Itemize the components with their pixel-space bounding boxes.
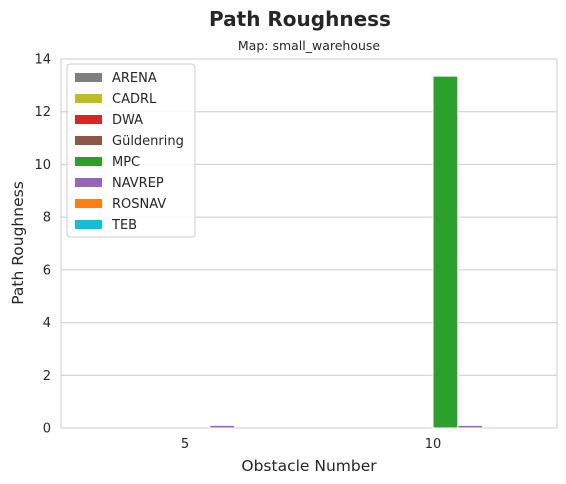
- legend-label: MPC: [112, 155, 140, 170]
- chart-title: Path Roughness: [209, 7, 391, 31]
- x-tick-label: 5: [181, 437, 189, 452]
- legend-swatch: [75, 115, 102, 124]
- y-tick-label: 8: [43, 211, 51, 226]
- y-tick-label: 10: [34, 158, 51, 173]
- chart-subtitle: Map: small_warehouse: [238, 38, 381, 53]
- legend-label: ARENA: [112, 71, 157, 86]
- x-axis-ticks: 5 10: [181, 437, 441, 452]
- legend-label: DWA: [112, 113, 143, 128]
- y-tick-label: 12: [34, 105, 51, 120]
- y-tick-label: 4: [43, 316, 51, 331]
- bars: [209, 75, 484, 429]
- y-tick-label: 2: [43, 369, 51, 384]
- legend-label: TEB: [111, 218, 137, 233]
- legend-swatch: [75, 157, 102, 166]
- legend-swatch: [75, 199, 102, 208]
- legend-label: ROSNAV: [112, 197, 166, 212]
- legend-label: Güldenring: [112, 134, 184, 149]
- legend-label: NAVREP: [112, 176, 164, 191]
- y-axis-ticks: 0 2 4 6 8 10 12 14: [34, 53, 51, 437]
- legend-swatch: [75, 220, 102, 229]
- y-tick-label: 0: [43, 422, 51, 437]
- legend-swatch: [75, 73, 102, 82]
- y-tick-label: 14: [34, 53, 51, 68]
- y-axis-label: Path Roughness: [9, 181, 27, 305]
- legend-frame: [66, 63, 196, 238]
- x-tick-label: 10: [425, 437, 442, 452]
- legend-swatch: [75, 136, 102, 145]
- legend-swatch: [75, 94, 102, 103]
- legend-swatch: [75, 178, 102, 187]
- legend: ARENA CADRL DWA Güldenring MPC NAVREP ROSNAV TE…: [66, 63, 196, 238]
- legend-label: CADRL: [112, 92, 157, 107]
- bar: [432, 75, 459, 429]
- x-axis-label: Obstacle Number: [241, 457, 377, 475]
- y-tick-label: 6: [43, 263, 51, 278]
- bar: [457, 424, 484, 429]
- bar: [209, 424, 236, 429]
